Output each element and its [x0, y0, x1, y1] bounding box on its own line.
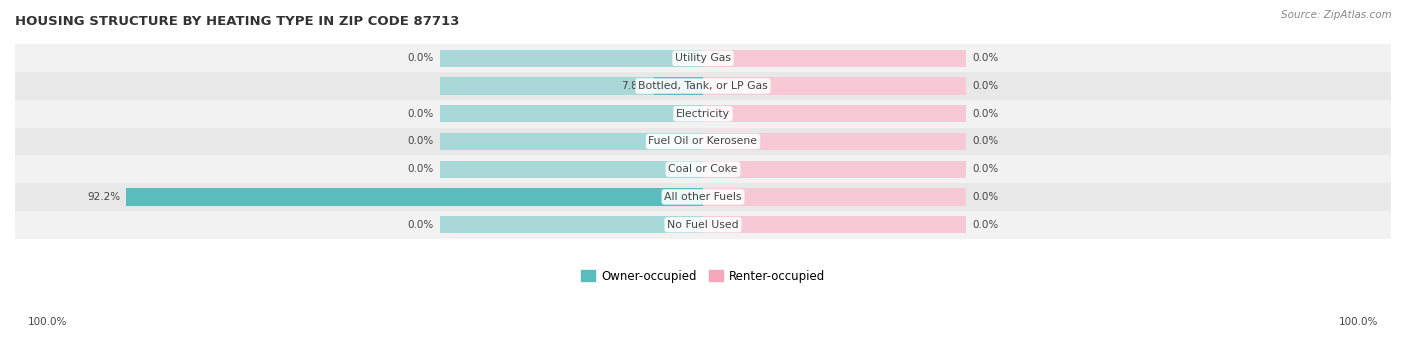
- Bar: [703, 133, 966, 150]
- Text: 0.0%: 0.0%: [972, 109, 998, 119]
- Bar: [440, 77, 703, 94]
- Text: 0.0%: 0.0%: [408, 220, 434, 230]
- Text: Electricity: Electricity: [676, 109, 730, 119]
- Bar: [440, 133, 703, 150]
- Text: Bottled, Tank, or LP Gas: Bottled, Tank, or LP Gas: [638, 81, 768, 91]
- Bar: [654, 77, 703, 94]
- Bar: [703, 188, 966, 206]
- Bar: [15, 128, 1391, 155]
- Text: 0.0%: 0.0%: [408, 53, 434, 63]
- Text: Source: ZipAtlas.com: Source: ZipAtlas.com: [1281, 10, 1392, 20]
- Text: 100.0%: 100.0%: [1339, 317, 1378, 327]
- Bar: [703, 105, 966, 122]
- Bar: [440, 50, 703, 67]
- Text: Utility Gas: Utility Gas: [675, 53, 731, 63]
- Bar: [703, 50, 966, 67]
- Bar: [15, 100, 1391, 128]
- Bar: [440, 188, 703, 206]
- Text: 0.0%: 0.0%: [972, 81, 998, 91]
- Text: 0.0%: 0.0%: [972, 164, 998, 174]
- Text: 0.0%: 0.0%: [972, 53, 998, 63]
- Text: All other Fuels: All other Fuels: [664, 192, 742, 202]
- Text: 0.0%: 0.0%: [972, 192, 998, 202]
- Bar: [703, 216, 966, 233]
- Bar: [15, 44, 1391, 72]
- Text: 7.8%: 7.8%: [621, 81, 648, 91]
- Text: 0.0%: 0.0%: [972, 136, 998, 147]
- Bar: [703, 77, 966, 94]
- Bar: [15, 183, 1391, 211]
- Bar: [15, 211, 1391, 239]
- Text: 100.0%: 100.0%: [28, 317, 67, 327]
- Text: 0.0%: 0.0%: [408, 136, 434, 147]
- Bar: [440, 216, 703, 233]
- Bar: [440, 161, 703, 178]
- Bar: [703, 161, 966, 178]
- Legend: Owner-occupied, Renter-occupied: Owner-occupied, Renter-occupied: [576, 265, 830, 287]
- Text: HOUSING STRUCTURE BY HEATING TYPE IN ZIP CODE 87713: HOUSING STRUCTURE BY HEATING TYPE IN ZIP…: [15, 15, 460, 28]
- Text: 0.0%: 0.0%: [972, 220, 998, 230]
- Text: 0.0%: 0.0%: [408, 164, 434, 174]
- Text: Coal or Coke: Coal or Coke: [668, 164, 738, 174]
- Text: 92.2%: 92.2%: [87, 192, 120, 202]
- Bar: [15, 155, 1391, 183]
- Bar: [15, 72, 1391, 100]
- Text: Fuel Oil or Kerosene: Fuel Oil or Kerosene: [648, 136, 758, 147]
- Text: 0.0%: 0.0%: [408, 109, 434, 119]
- Bar: [440, 105, 703, 122]
- Bar: [127, 188, 703, 206]
- Text: No Fuel Used: No Fuel Used: [668, 220, 738, 230]
